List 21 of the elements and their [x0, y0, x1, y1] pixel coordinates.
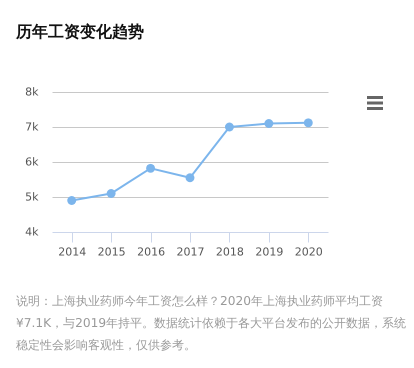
point: [264, 119, 274, 128]
y-tick-label: 8k: [25, 86, 40, 98]
x-tick-label: 2019: [255, 246, 284, 258]
chart-title: 历年工资变化趋势: [16, 22, 144, 43]
y-tick-label: 4k: [25, 226, 40, 238]
point: [304, 118, 313, 128]
x-tick-label: 2015: [98, 246, 126, 258]
y-tick-label: 5k: [25, 190, 40, 204]
y-tick-label: 7k: [25, 120, 40, 134]
x-tick-label: 2017: [176, 246, 204, 258]
x-tick-label: 2018: [216, 246, 244, 258]
point: [106, 189, 116, 198]
point: [186, 173, 194, 182]
point: [67, 196, 76, 205]
x-tick-label: 2020: [294, 246, 323, 258]
point: [146, 164, 156, 173]
text: 说明：上海执业药师今年工资怎么样？2020年上海执业药师平均工资¥7.1K，与2019年持平。数据统计依赖于各大平台发布的公开数据，系统稳定性会影响客观性，仅供参考。: [16, 293, 408, 354]
point: [224, 122, 234, 132]
x-tick-label: 2014: [58, 246, 86, 258]
y-tick-label: 6k: [25, 156, 40, 168]
x-tick-label: 2016: [137, 246, 166, 258]
